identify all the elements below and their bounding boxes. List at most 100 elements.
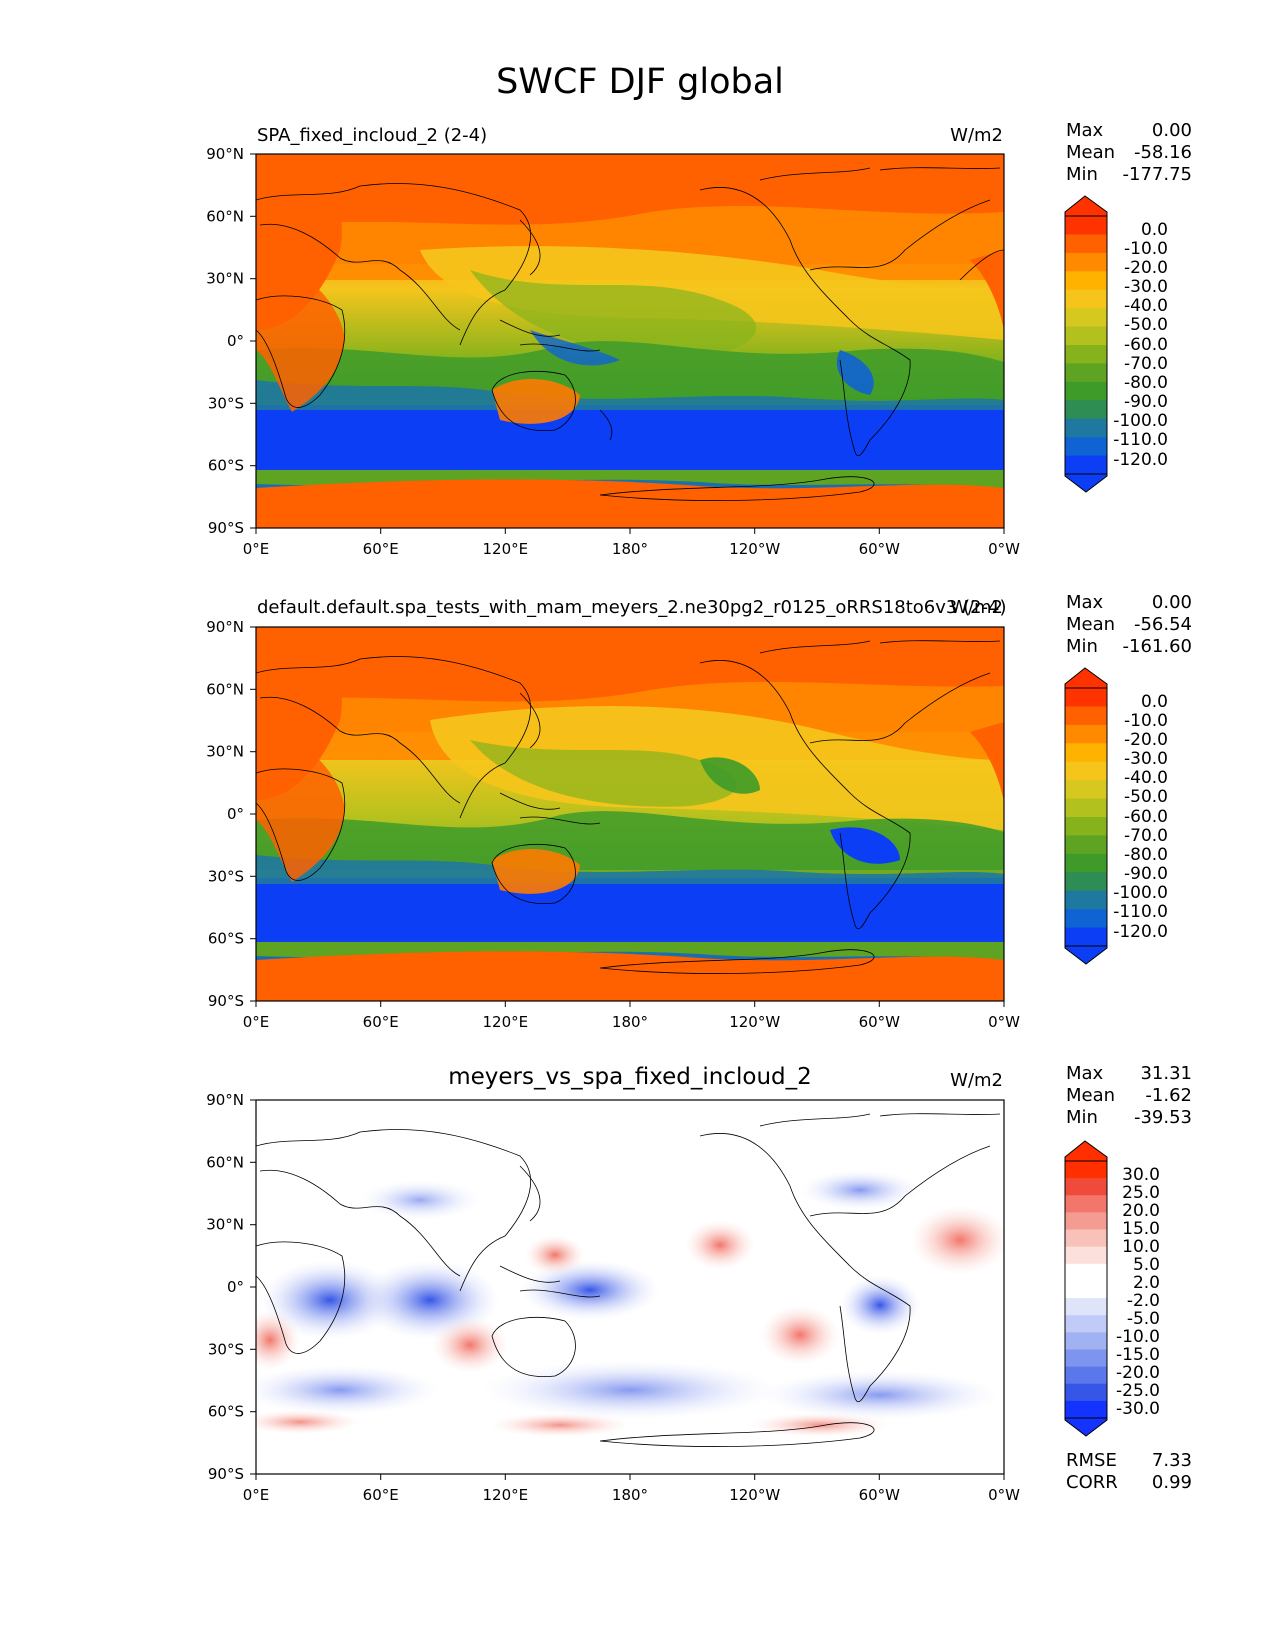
- x-tick-label: 120°E: [482, 540, 528, 558]
- y-tick-label: 0°: [227, 332, 244, 350]
- panel-units: W/m2: [950, 125, 1003, 146]
- stat-label: Min: [1066, 636, 1098, 657]
- colorbar-label: -30.0: [1124, 749, 1168, 769]
- y-tick-label: 90°S: [208, 992, 244, 1010]
- colorbar-label: 10.0: [1122, 1237, 1160, 1257]
- colorbar-label: -70.0: [1124, 354, 1168, 374]
- stat-value: -58.16: [1134, 142, 1192, 163]
- colorbar-label: -80.0: [1124, 373, 1168, 393]
- coastlines: [256, 1113, 1001, 1447]
- y-tick-label: 30°S: [208, 867, 244, 885]
- x-tick-label: 60°W: [859, 540, 901, 558]
- colorbar-label: -80.0: [1124, 845, 1168, 865]
- x-tick-label: 0°E: [243, 540, 270, 558]
- y-tick-label: 30°N: [206, 1216, 244, 1234]
- coastlines: [256, 167, 1004, 501]
- colorbar-label: -120.0: [1113, 922, 1168, 942]
- x-axis: 0°E 60°E 120°E 180° 120°W 60°W 0°W: [243, 1474, 1020, 1504]
- x-tick-label: 120°W: [729, 1486, 780, 1504]
- colorbar-swatch: [1065, 1366, 1107, 1385]
- y-axis: 90°N 60°N 30°N 0° 30°S 60°S 90°S: [206, 1091, 256, 1483]
- colorbar-label: -60.0: [1124, 807, 1168, 827]
- colorbar-label: -100.0: [1113, 411, 1168, 431]
- colorbar-label: -25.0: [1116, 1381, 1160, 1401]
- y-tick-label: 30°N: [206, 743, 244, 761]
- stat-label: Mean: [1066, 1085, 1115, 1106]
- colorbar-extend-max: [1064, 195, 1108, 217]
- y-tick-label: 30°N: [206, 270, 244, 288]
- y-tick-label: 30°S: [208, 394, 244, 412]
- y-tick-label: 60°N: [206, 680, 244, 698]
- colorbar-label: -20.0: [1124, 730, 1168, 750]
- y-axis: 90°N 60°N 30°N 0° 30°S 60°S 90°S: [206, 618, 256, 1010]
- stats: Max 0.00 Mean -56.54 Min -161.60: [1066, 592, 1192, 657]
- y-tick-label: 0°: [227, 1278, 244, 1296]
- x-tick-label: 180°: [612, 1013, 648, 1031]
- colorbar-swatch: [1065, 363, 1107, 383]
- colorbar-swatch: [1065, 872, 1107, 892]
- coastlines: [256, 640, 1001, 974]
- colorbar-label: -10.0: [1124, 711, 1168, 731]
- colorbar-swatch: [1065, 1315, 1107, 1333]
- colorbar-swatch: [1065, 706, 1107, 726]
- y-tick-label: 90°N: [206, 1091, 244, 1109]
- x-tick-label: 120°E: [482, 1013, 528, 1031]
- x-tick-label: 180°: [612, 540, 648, 558]
- stats: Max 0.00 Mean -58.16 Min -177.75: [1066, 120, 1192, 185]
- colorbar-label: -110.0: [1113, 430, 1168, 450]
- colorbar-swatch: [1065, 835, 1107, 855]
- colorbar-swatch: [1065, 927, 1107, 947]
- colorbar-label: 20.0: [1122, 1201, 1160, 1221]
- map-field: [256, 154, 1004, 528]
- y-axis: 90°N 60°N 30°N 0° 30°S 60°S 90°S: [206, 145, 256, 537]
- stat-value: 7.33: [1152, 1450, 1192, 1471]
- x-tick-label: 60°E: [363, 540, 399, 558]
- colorbar-label: -20.0: [1124, 258, 1168, 278]
- colorbar-label: -10.0: [1124, 239, 1168, 259]
- colorbar-swatch: [1065, 437, 1107, 457]
- colorbar-label: 0.0: [1141, 220, 1168, 240]
- colorbar: 0.0 -10.0 -20.0 -30.0 -40.0 -50.0 -60.0 …: [1064, 195, 1168, 493]
- x-tick-label: 0°E: [243, 1486, 270, 1504]
- panel-difference: meyers_vs_spa_fixed_incloud_2 W/m2: [206, 1063, 1192, 1504]
- x-tick-label: 60°W: [859, 1013, 901, 1031]
- colorbar-swatch: [1065, 289, 1107, 309]
- colorbar-swatch: [1065, 381, 1107, 401]
- x-tick-label: 120°W: [729, 1013, 780, 1031]
- colorbar-swatch: [1065, 853, 1107, 873]
- colorbar-label: -110.0: [1113, 902, 1168, 922]
- x-tick-label: 0°W: [988, 540, 1020, 558]
- extra-stats: RMSE 7.33 CORR 0.99: [1066, 1450, 1192, 1493]
- colorbar-swatch: [1065, 1383, 1107, 1402]
- stat-value: 0.00: [1152, 592, 1192, 613]
- colorbar-swatch: [1065, 400, 1107, 420]
- colorbar-swatch: [1065, 1332, 1107, 1350]
- y-tick-label: 60°S: [208, 930, 244, 948]
- panel-units: W/m2: [950, 597, 1003, 618]
- stat-value: -56.54: [1134, 614, 1192, 635]
- colorbar-swatch: [1065, 909, 1107, 929]
- colorbar-swatch: [1065, 308, 1107, 328]
- colorbar-swatch: [1065, 216, 1107, 235]
- map-field: [256, 1100, 1004, 1474]
- colorbar-swatch: [1065, 890, 1107, 910]
- stat-label: Max: [1066, 1063, 1104, 1084]
- stat-value: -39.53: [1134, 1107, 1192, 1128]
- colorbar-label: -30.0: [1124, 277, 1168, 297]
- colorbar-swatch: [1065, 455, 1107, 475]
- x-tick-label: 180°: [612, 1486, 648, 1504]
- stat-label: Mean: [1066, 142, 1115, 163]
- x-tick-label: 0°W: [988, 1486, 1020, 1504]
- y-tick-label: 90°S: [208, 519, 244, 537]
- panel-title: meyers_vs_spa_fixed_incloud_2: [448, 1064, 812, 1090]
- stat-value: 0.99: [1152, 1472, 1192, 1493]
- colorbar-label: -50.0: [1124, 787, 1168, 807]
- stat-label: Max: [1066, 120, 1104, 141]
- stat-value: 0.00: [1152, 120, 1192, 141]
- panel-title: SPA_fixed_incloud_2 (2-4): [257, 125, 487, 146]
- colorbar-extend-min: [1064, 473, 1108, 493]
- stat-label: CORR: [1066, 1472, 1118, 1493]
- y-tick-label: 30°S: [208, 1340, 244, 1358]
- colorbar-label: -30.0: [1116, 1399, 1160, 1419]
